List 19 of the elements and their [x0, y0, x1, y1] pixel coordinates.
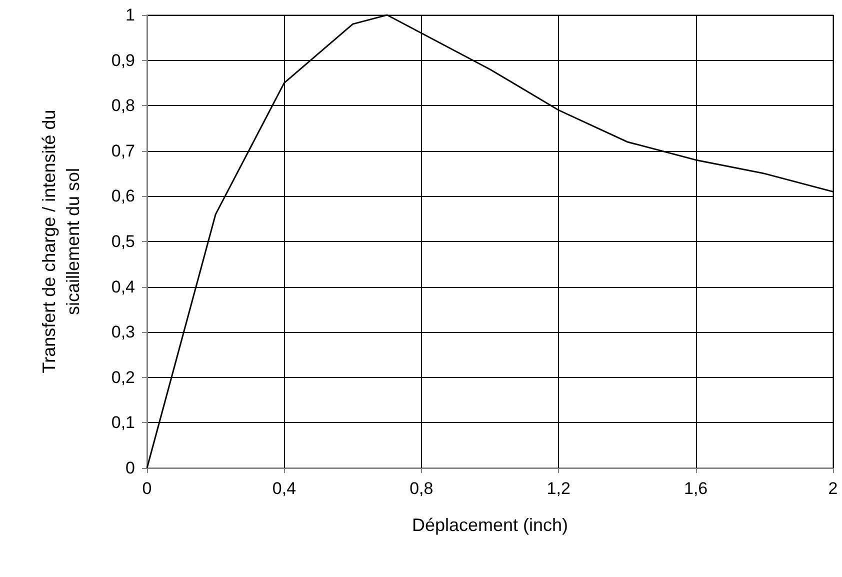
x-tick-label: 1,6	[684, 479, 708, 498]
x-tick-label: 0,4	[272, 479, 296, 498]
y-axis-title: Transfert de charge / intensité du sicaillement du sol	[39, 110, 83, 374]
y-tick-label: 0,7	[111, 141, 135, 160]
x-tick-label: 0	[142, 479, 152, 498]
y-tick-label: 1	[126, 6, 135, 24]
y-tick-label: 0,2	[111, 368, 135, 387]
y-tick-label: 0,3	[111, 322, 135, 342]
y-tick-label: 0,9	[111, 50, 135, 70]
y-tick-label: 0,5	[111, 232, 135, 251]
y-tick-label: 0,8	[111, 96, 135, 116]
y-tick-label: 0,6	[111, 186, 135, 206]
x-tick-label: 1,2	[546, 479, 570, 498]
y-tick-label: 0	[126, 458, 135, 478]
y-tick-label: 0,4	[111, 277, 135, 296]
x-tick-label: 0,8	[410, 479, 434, 498]
x-tick-label: 2	[828, 479, 838, 498]
x-axis-title: Déplacement (inch)	[412, 515, 568, 535]
y-tick-label: 0,1	[111, 413, 135, 432]
